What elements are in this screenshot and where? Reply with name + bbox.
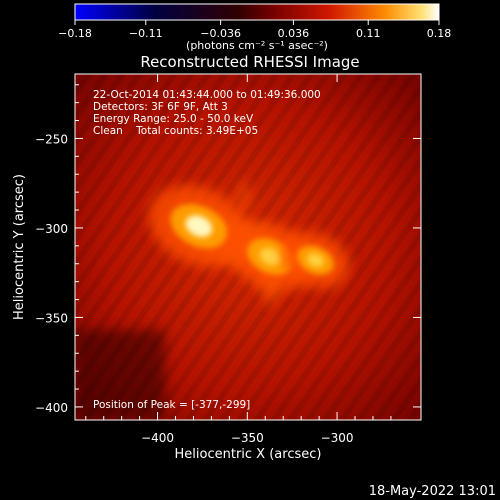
y-tick-label: −350 bbox=[35, 311, 68, 325]
colorbar-units-label: (photons cm⁻² s⁻¹ asec⁻²) bbox=[186, 39, 328, 52]
source-upper-glow bbox=[235, 182, 252, 215]
x-tick-label: −400 bbox=[141, 431, 174, 445]
source-core bbox=[307, 253, 324, 268]
source-core bbox=[185, 215, 213, 237]
y-tick-label: −250 bbox=[35, 132, 68, 146]
y-axis: −250 −300 −350 −400 bbox=[35, 84, 421, 415]
colorbar-tick-label: 0.11 bbox=[356, 27, 381, 40]
annotation-algorithm: Clean Total counts: 3.49E+05 bbox=[93, 125, 258, 137]
colorbar-tick-label: −0.18 bbox=[58, 27, 92, 40]
source-core bbox=[259, 247, 282, 266]
colorbar: −0.18 −0.11 −0.036 0.036 0.11 0.18 (photons c… bbox=[58, 3, 451, 52]
x-axis-label: Heliocentric X (arcsec) bbox=[175, 447, 322, 462]
colorbar-tick-label: 0.18 bbox=[427, 27, 452, 40]
annotation-peak-position: Position of Peak = [-377,-299] bbox=[93, 399, 250, 411]
colorbar-tick-label: −0.036 bbox=[200, 27, 241, 40]
colorbar-gradient bbox=[74, 3, 440, 21]
annotation-time-range: 22-Oct-2014 01:43:44.000 to 01:49:36.000 bbox=[93, 89, 321, 101]
colorbar-tick-label: −0.11 bbox=[129, 27, 163, 40]
colorbar-ticks: −0.18 −0.11 −0.036 0.036 0.11 0.18 bbox=[58, 20, 451, 40]
y-axis-label: Heliocentric Y (arcsec) bbox=[12, 174, 27, 320]
colorbar-tick-label: 0.036 bbox=[278, 27, 310, 40]
x-tick-label: −350 bbox=[231, 431, 264, 445]
y-tick-label: −400 bbox=[35, 401, 68, 415]
x-tick-label: −300 bbox=[321, 431, 354, 445]
plot-frame bbox=[74, 73, 422, 421]
emission-sources bbox=[149, 182, 350, 305]
annotation-energy-range: Energy Range: 25.0 - 50.0 keV bbox=[93, 113, 254, 125]
chart-title: Reconstructed RHESSI Image bbox=[140, 53, 359, 71]
image-plot bbox=[75, 74, 421, 420]
footer-timestamp: 18-May-2022 13:01 bbox=[369, 484, 496, 499]
annotation-detectors: Detectors: 3F 6F 9F, Att 3 bbox=[93, 101, 228, 113]
x-axis: −400 −350 −300 bbox=[85, 74, 392, 445]
y-tick-label: −300 bbox=[35, 222, 68, 236]
annotation-block: 22-Oct-2014 01:43:44.000 to 01:49:36.000… bbox=[93, 89, 321, 411]
